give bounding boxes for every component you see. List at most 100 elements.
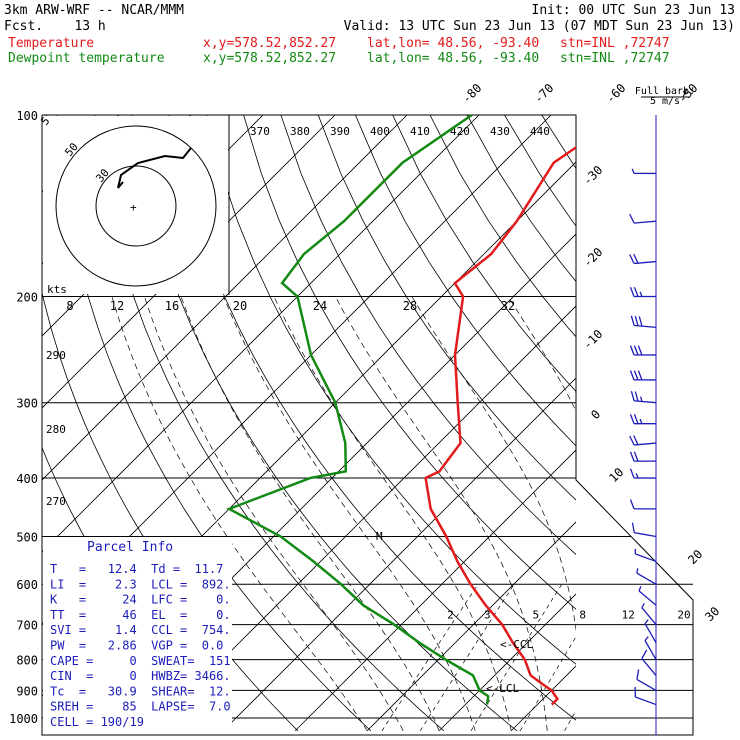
isotherm (655, 115, 740, 731)
barb-legend-value: 5 m/s (650, 96, 680, 107)
wind-barb-flag (631, 522, 635, 533)
theta-label-top: 370 (250, 125, 270, 138)
wind-barb-flag (629, 254, 635, 264)
ccl-marker: <-CCL (500, 638, 533, 651)
parcel-info-row: CAPE = 0 SWEAT= 151 (50, 654, 231, 668)
parcel-info-title: Parcel Info (87, 540, 173, 555)
wind-barb (629, 468, 657, 479)
wind-barb-flag (636, 568, 639, 574)
wind-barb-flag (637, 345, 643, 356)
valid-time: Valid: 13 UTC Sun 23 Jun 13 (07 MDT Sun … (344, 19, 735, 34)
m-marker: M (376, 530, 383, 543)
barb-legend-flag (682, 88, 688, 98)
isotherm-label-right: 20 (685, 547, 705, 567)
pressure-label: 600 (16, 578, 38, 592)
dry-adiabat (243, 115, 576, 610)
mixing-ratio-line (564, 709, 576, 731)
wind-barb-flag (629, 499, 635, 510)
wind-barb-flag (637, 370, 643, 381)
wind-barb-flag (635, 473, 639, 479)
barb-legend-title: Full barb: (635, 86, 695, 97)
wind-barb (631, 168, 657, 175)
wind-barb-flag (634, 316, 639, 326)
wind-barb (634, 548, 657, 563)
parcel-info-row: SREH = 85 LAPSE= 7.0 (50, 700, 231, 714)
wind-barb-flag (633, 286, 639, 297)
wind-barb-staff (641, 607, 657, 626)
mixing-ratio-label: 2 (447, 609, 454, 622)
isotherm-label-top: -80 (459, 81, 484, 106)
isotherm (366, 521, 576, 732)
wind-barb-flag (630, 315, 635, 326)
pressure-label: 400 (16, 472, 38, 486)
wind-barb-flag (639, 291, 643, 297)
wind-barb-staff (635, 553, 657, 563)
wind-barb-flag (633, 370, 639, 381)
isotherm (150, 305, 576, 732)
moist-adiabat (111, 296, 368, 731)
hodograph-ring-inner (95, 165, 177, 247)
wind-barb-flag (633, 345, 639, 356)
wind-barb-flag (633, 414, 639, 424)
wind-barb-flag (634, 391, 639, 402)
wind-barb-flag (629, 468, 635, 479)
isotherm-labels-top: -80-70-60-50-40 (459, 81, 700, 106)
wind-barb-staff (635, 696, 657, 706)
parcel-info-rows: T = 12.4 Td = 11.7LI = 2.3 LCL = 892. K =… (50, 562, 231, 729)
isotherm (42, 115, 480, 553)
mixing-ratio-label: 5 (532, 609, 539, 622)
wind-barb (641, 649, 657, 676)
theta-label-top: 430 (490, 125, 510, 138)
dewpoint-line (226, 115, 490, 705)
dry-adiabat (691, 115, 740, 731)
isotherm-label-right: -10 (580, 327, 605, 352)
wind-barb (638, 586, 657, 606)
wind-barb-flag (644, 636, 649, 641)
wind-barb-staff (641, 658, 657, 676)
mixing-ratio-label: 8 (579, 609, 586, 622)
speed-tick: 12 (110, 299, 124, 313)
pressure-label: 1000 (9, 712, 38, 726)
isotherm-label-right: 10 (606, 465, 626, 485)
temperature-xy: x,y=578.52,852.27 (203, 36, 336, 51)
isotherm-label-top: -70 (531, 81, 556, 106)
wind-barb (644, 636, 657, 660)
moist-adiabat (335, 296, 548, 731)
mixing-ratio-line (519, 636, 576, 731)
dewpoint-xy: x,y=578.52,852.27 (203, 51, 336, 66)
dry-adiabat (616, 115, 740, 731)
wind-barb-flag (644, 619, 649, 625)
hodograph-ring-outer (55, 125, 217, 287)
hodograph-background (43, 116, 228, 294)
wind-barb-flag (629, 286, 635, 297)
forecast-hour: Fcst. 13 h (4, 19, 106, 34)
wind-barb (629, 499, 657, 510)
wind-barb-flag (629, 213, 635, 224)
wind-barb (629, 451, 657, 462)
theta-label-top: 440 (530, 125, 550, 138)
isotherm-label-right: -30 (580, 163, 605, 188)
parcel-info-row: Tc = 30.9 SHEAR= 12. (50, 684, 231, 698)
theta-label-top: 410 (410, 125, 430, 138)
wind-barb (644, 619, 657, 643)
temperature-legend: Temperature (8, 36, 94, 51)
pressure-label: 100 (16, 109, 38, 123)
wind-barb-flag (629, 370, 635, 381)
wind-barb-flag (639, 396, 643, 402)
lcl-marker: <-LCL (486, 682, 519, 695)
pressure-label: 300 (16, 397, 38, 411)
parcel-info-box: Parcel Info T = 12.4 Td = 11.7LI = 2.3 L… (43, 537, 232, 734)
isotherm (727, 115, 740, 731)
pressure-label: 800 (16, 654, 38, 668)
wind-barb-staff (636, 572, 657, 585)
wind-barb-flag (633, 451, 639, 462)
pressure-label: 200 (16, 291, 38, 305)
mixing-ratio-line (381, 584, 479, 731)
mixing-ratio-labels: 2 3 5 8 12 20 (447, 609, 690, 622)
moist-adiabat (144, 296, 404, 731)
wind-barb (629, 213, 657, 224)
parcel-info-row: TT = 46 EL = 0. (50, 608, 231, 622)
temperature-station: stn=INL ,72747 (560, 36, 670, 51)
moist-adiabat (691, 297, 740, 731)
pressure-axis: 100 200 300 400 500 600 700 800 900 1000 (9, 109, 38, 726)
